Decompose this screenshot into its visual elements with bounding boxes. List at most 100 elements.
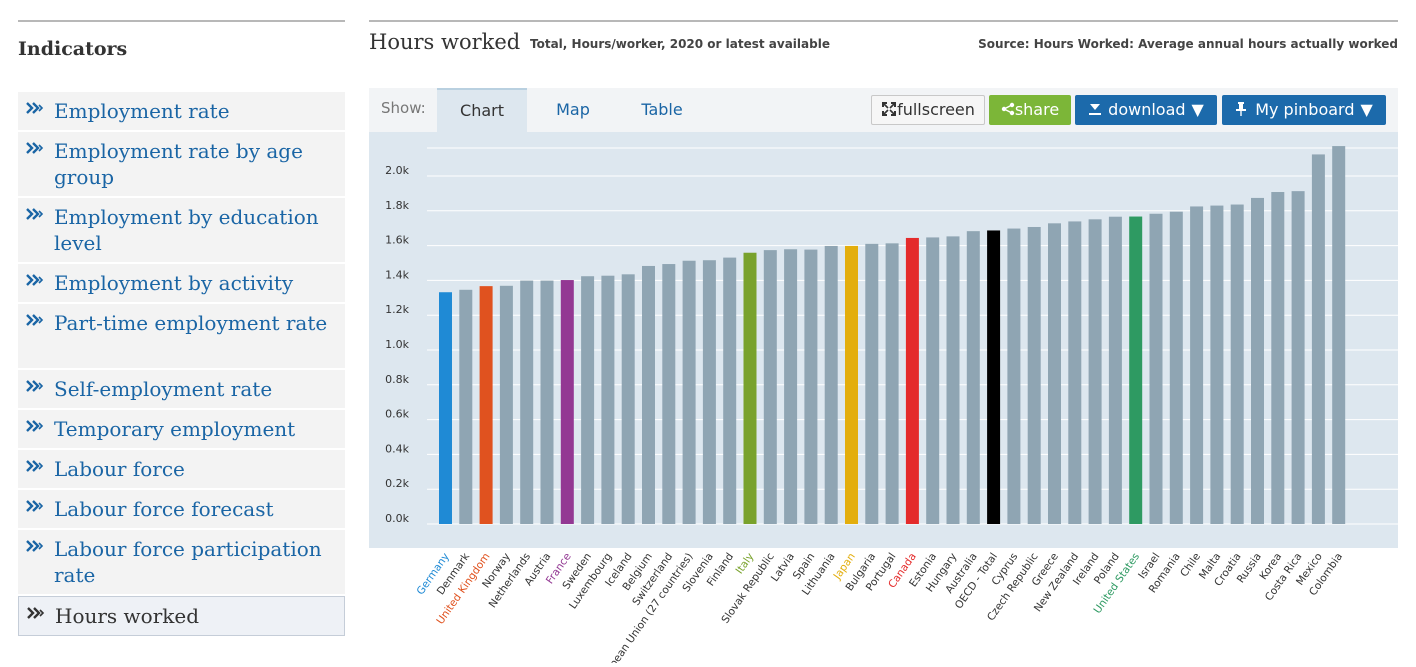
bar[interactable] (1007, 228, 1021, 524)
indicator-item[interactable]: Employment by activity (18, 264, 345, 304)
header: Hours worked Total, Hours/worker, 2020 o… (369, 22, 1398, 68)
bar[interactable] (1169, 211, 1183, 525)
indicator-item[interactable]: Part-time employment rate (18, 304, 345, 370)
bar[interactable] (987, 230, 1001, 524)
bar[interactable] (1048, 223, 1061, 524)
pin-icon (1236, 102, 1247, 116)
bar[interactable] (1271, 192, 1285, 524)
bar[interactable] (763, 250, 777, 524)
indicator-item[interactable]: Employment rate by age group (18, 132, 345, 198)
y-tick-label: 0.6k (385, 408, 409, 421)
double-chevron-icon (24, 269, 48, 291)
bar[interactable] (479, 286, 493, 524)
y-tick-label: 1.2k (385, 303, 409, 316)
indicator-item[interactable]: Temporary employment (18, 410, 345, 450)
indicator-item[interactable]: Labour force (18, 450, 345, 490)
bar[interactable] (581, 276, 595, 524)
bar[interactable] (540, 280, 554, 524)
bar[interactable] (499, 285, 513, 524)
bar[interactable] (621, 274, 635, 524)
fullscreen-button[interactable]: fullscreen (871, 95, 985, 125)
bar[interactable] (1291, 191, 1305, 524)
chart-plot-area: 0.0k 0.2k 0.4k 0.6k 0.8k 1.0k 1.2k 1.4k 1.6k 1.8k… (369, 132, 1398, 548)
bar[interactable] (459, 289, 473, 524)
y-tick-label: 1.6k (385, 234, 409, 247)
fullscreen-label: fullscreen (897, 100, 975, 119)
bar[interactable] (601, 275, 615, 524)
bar[interactable] (642, 265, 655, 524)
bar[interactable] (966, 231, 980, 524)
bar[interactable] (1210, 205, 1224, 524)
double-chevron-icon (24, 375, 48, 397)
divider (369, 20, 1398, 22)
bar[interactable] (1251, 197, 1264, 524)
indicator-item[interactable]: Labour force participation rate (18, 530, 345, 596)
page-title: Hours worked (369, 30, 521, 54)
indicator-item[interactable]: Labour force forecast (18, 490, 345, 530)
source-note: Source: Hours Worked: Average annual hou… (978, 37, 1398, 51)
bar[interactable] (1311, 154, 1325, 524)
bar[interactable] (946, 236, 960, 524)
tab-table[interactable]: Table (641, 100, 683, 119)
double-chevron-icon (25, 602, 49, 624)
pinboard-button[interactable]: My pinboard ▼ (1222, 95, 1386, 125)
y-tick-label: 2.0k (385, 164, 409, 177)
bar[interactable] (682, 260, 696, 524)
bar[interactable] (520, 280, 534, 524)
indicator-item[interactable]: Self-employment rate (18, 370, 345, 410)
bar[interactable] (784, 249, 798, 524)
main-panel: Hours worked Total, Hours/worker, 2020 o… (369, 20, 1398, 667)
download-button[interactable]: download ▼ (1075, 95, 1217, 125)
bar[interactable] (1129, 216, 1143, 524)
bar[interactable] (845, 245, 858, 524)
double-chevron-icon (24, 203, 48, 225)
bar[interactable] (1190, 206, 1204, 524)
tab-map[interactable]: Map (556, 100, 590, 119)
y-tick-label: 0.8k (385, 373, 409, 386)
bar[interactable] (560, 280, 574, 524)
double-chevron-icon (24, 309, 48, 331)
share-label: share (1014, 100, 1060, 119)
bar[interactable] (804, 249, 818, 524)
indicator-item[interactable]: Employment rate (18, 92, 345, 132)
bar[interactable] (1230, 204, 1244, 524)
bar[interactable] (743, 252, 757, 524)
bar[interactable] (702, 260, 716, 524)
double-chevron-icon (24, 535, 48, 557)
bar[interactable] (1149, 213, 1163, 524)
indicators-panel: Indicators Employment rate Employment rat… (18, 20, 345, 636)
indicator-list: Employment rate Employment rate by age gr… (18, 92, 345, 636)
expand-icon (882, 102, 897, 116)
show-label: Show: (381, 99, 426, 117)
y-tick-label: 0.2k (385, 477, 409, 490)
y-tick-label: 1.0k (385, 338, 409, 351)
bar[interactable] (1068, 221, 1082, 524)
bar[interactable] (723, 257, 737, 524)
share-icon (1001, 102, 1015, 116)
pinboard-label: My pinboard (1255, 100, 1355, 119)
x-axis-labels: Germany Denmark United Kingdom Norway Nether… (369, 548, 1398, 667)
bar[interactable] (926, 237, 940, 524)
bar[interactable] (1108, 216, 1122, 524)
indicator-label: Employment by activity (54, 271, 294, 295)
bar[interactable] (439, 292, 452, 524)
double-chevron-icon (24, 137, 48, 159)
tab-chart[interactable]: Chart (437, 88, 527, 132)
bar[interactable] (885, 243, 899, 524)
bar[interactable] (824, 245, 838, 524)
indicators-heading: Indicators (18, 38, 128, 60)
indicator-item[interactable]: Employment by education level (18, 198, 345, 264)
caret-down-icon: ▼ (1191, 100, 1204, 119)
bar[interactable] (905, 237, 919, 524)
bar[interactable] (1332, 146, 1346, 524)
y-tick-label: 0.4k (385, 442, 409, 455)
share-button[interactable]: share (989, 95, 1071, 125)
bar[interactable] (1027, 226, 1041, 524)
bar[interactable] (662, 264, 676, 524)
bar[interactable] (1088, 219, 1102, 524)
download-label: download (1108, 100, 1186, 119)
page-subtitle: Total, Hours/worker, 2020 or latest avai… (530, 37, 830, 51)
bar[interactable] (865, 243, 879, 525)
indicator-item[interactable]: Hours worked (18, 596, 345, 636)
